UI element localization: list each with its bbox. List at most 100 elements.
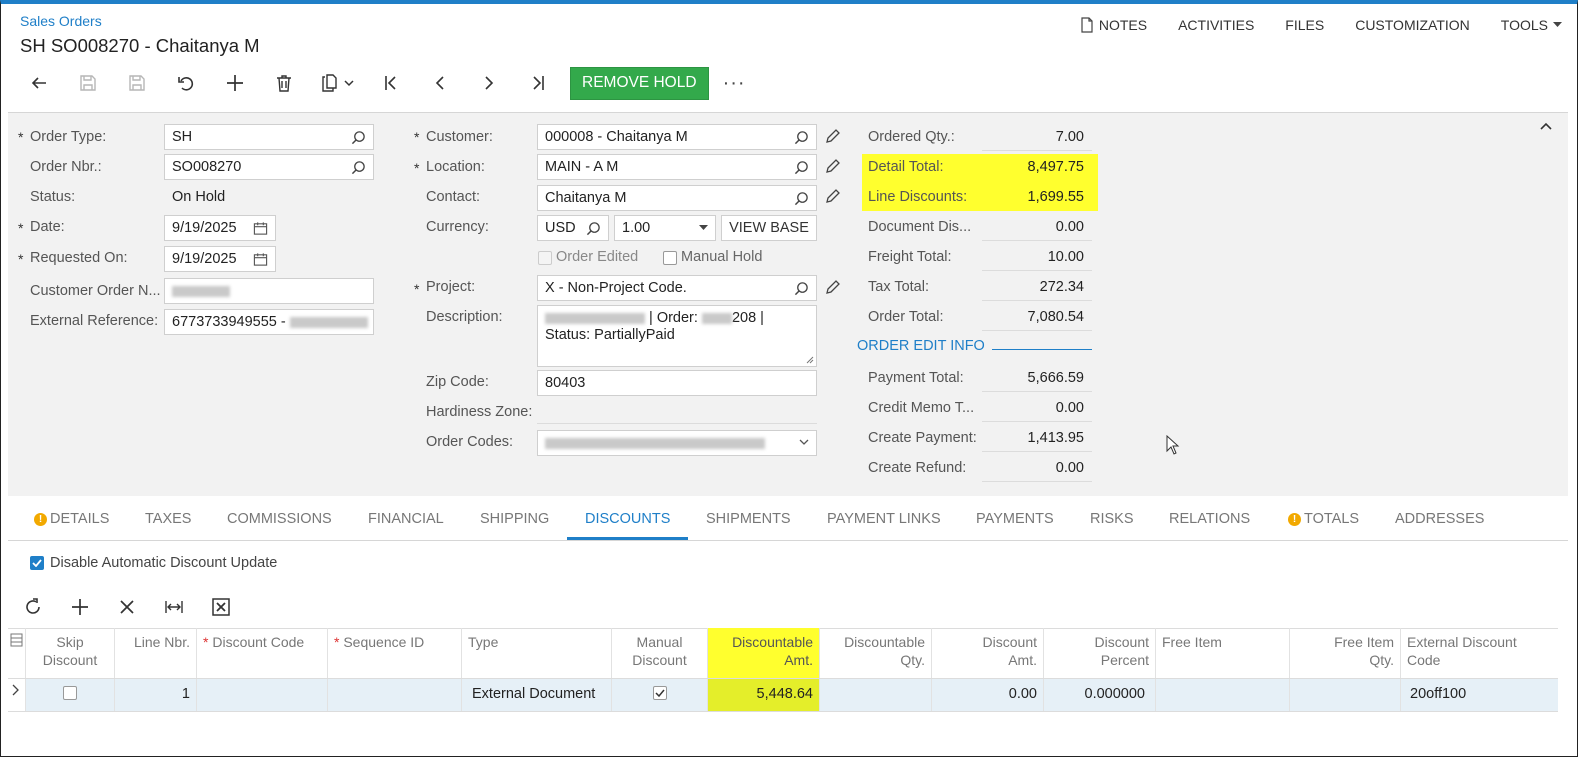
plus-icon[interactable] [69,596,91,618]
row-expand-button[interactable] [8,679,26,711]
col-skip-discount[interactable]: Skip Discount [26,628,115,678]
tab-relations[interactable]: RELATIONS [1169,511,1251,527]
files-link[interactable]: FILES [1285,17,1325,33]
tab-financial[interactable]: FINANCIAL [368,511,444,527]
last-record-button[interactable] [513,67,562,99]
activities-link[interactable]: ACTIVITIES [1178,17,1255,33]
col-external-discount-code[interactable]: External Discount Code [1407,634,1517,668]
fit-columns-icon[interactable] [163,596,185,618]
col-type[interactable]: Type [462,628,612,678]
manual-discount-checkbox[interactable] [652,686,667,700]
order-edit-info-header[interactable]: ORDER EDIT INFO [857,338,985,354]
col-line-nbr[interactable]: Line Nbr. [115,628,197,678]
order-edited-checkbox[interactable] [538,251,552,265]
currency-input[interactable]: USD [537,215,609,241]
order-type-input[interactable]: SH [164,124,374,150]
tab-addresses[interactable]: ADDRESSES [1395,511,1485,527]
copy-paste-menu[interactable] [308,67,366,99]
pencil-icon[interactable] [825,279,841,295]
row-selector-header[interactable] [8,628,26,678]
discount-code-cell[interactable] [197,679,328,711]
save-close-button[interactable] [63,67,112,99]
calendar-icon[interactable] [253,221,268,236]
zip-input[interactable]: 80403 [537,370,817,396]
manual-hold-checkbox[interactable] [663,251,677,265]
search-icon[interactable] [794,160,809,175]
tools-menu[interactable]: TOOLS [1501,17,1562,33]
external-discount-code-cell[interactable]: 20off100 [1401,679,1558,711]
search-icon[interactable] [794,281,809,296]
search-icon[interactable] [351,130,366,145]
tab-details[interactable]: ! DETAILS [34,511,109,527]
sequence-id-cell[interactable] [328,679,462,711]
tab-payments[interactable]: PAYMENTS [976,511,1054,527]
remove-hold-button[interactable]: REMOVE HOLD [570,66,709,100]
search-icon[interactable] [586,221,601,236]
pencil-icon[interactable] [825,128,841,144]
delete-button[interactable] [259,67,308,99]
description-textarea[interactable]: | Order: 208 | Status: PartiallyPaid [537,305,817,367]
free-item-cell[interactable] [1156,679,1290,711]
external-ref-input[interactable]: 6773733949555 - [164,309,374,335]
col-discount-percent[interactable]: Discount Percent [1044,628,1156,678]
tab-shipping[interactable]: SHIPPING [480,511,550,527]
resize-handle-icon[interactable] [806,356,814,364]
pencil-icon[interactable] [825,188,841,204]
undo-button[interactable] [161,67,210,99]
calendar-icon[interactable] [253,252,268,267]
tab-commissions[interactable]: COMMISSIONS [227,511,332,527]
disable-auto-discount-checkbox[interactable] [30,556,44,570]
col-discountable-qty[interactable]: Discountable Qty. [820,628,932,678]
type-cell[interactable]: External Document [462,679,612,711]
tab-discounts[interactable]: DISCOUNTS [585,511,671,527]
line-nbr-cell[interactable]: 1 [115,679,197,711]
search-icon[interactable] [351,160,366,175]
previous-record-button[interactable] [415,67,464,99]
add-button[interactable] [210,67,259,99]
breadcrumb[interactable]: Sales Orders [20,13,102,29]
back-button[interactable] [14,67,63,99]
tab-shipments[interactable]: SHIPMENTS [706,511,791,527]
next-record-button[interactable] [464,67,513,99]
col-discountable-amt[interactable]: Discountable Amt. [708,628,820,678]
col-sequence-id[interactable]: * Sequence ID [328,628,462,678]
close-icon[interactable] [116,596,138,618]
col-free-item[interactable]: Free Item [1156,628,1290,678]
customization-link[interactable]: CUSTOMIZATION [1355,17,1470,33]
rate-select[interactable]: 1.00 [614,215,716,241]
order-codes-select[interactable] [537,430,817,456]
free-item-qty-cell[interactable] [1290,679,1401,711]
search-icon[interactable] [794,191,809,206]
project-input[interactable]: X - Non-Project Code. [537,275,817,301]
location-input[interactable]: MAIN - A M [537,154,817,180]
search-icon[interactable] [794,130,809,145]
col-discount-amt[interactable]: Discount Amt. [932,628,1044,678]
requested-on-input[interactable]: 9/19/2025 [164,246,276,272]
discountable-amt-cell[interactable]: 5,448.64 [708,679,820,711]
col-free-item-qty[interactable]: Free Item Qty. [1290,628,1401,678]
first-record-button[interactable] [366,67,415,99]
excel-export-icon[interactable] [210,596,232,618]
discount-amt-cell[interactable]: 0.00 [932,679,1044,711]
pencil-icon[interactable] [825,158,841,174]
tab-payment-links[interactable]: PAYMENT LINKS [827,511,941,527]
col-discount-code[interactable]: * Discount Code [197,628,328,678]
date-input[interactable]: 9/19/2025 [164,215,276,241]
save-button[interactable] [112,67,161,99]
customer-order-input[interactable] [164,278,374,304]
view-base-button[interactable]: VIEW BASE [721,215,817,241]
contact-input[interactable]: Chaitanya M [537,185,817,211]
refresh-icon[interactable] [22,596,44,618]
tab-taxes[interactable]: TAXES [145,511,192,527]
discountable-qty-cell[interactable] [820,679,932,711]
collapse-icon[interactable] [1539,121,1553,131]
col-manual-discount[interactable]: Manual Discount [612,628,708,678]
more-actions-button[interactable]: ··· [722,71,746,94]
tab-risks[interactable]: RISKS [1090,511,1134,527]
order-nbr-input[interactable]: SO008270 [164,154,374,180]
customer-input[interactable]: 000008 - Chaitanya M [537,124,817,150]
notes-link[interactable]: NOTES [1080,17,1147,33]
discount-percent-cell[interactable]: 0.000000 [1044,679,1156,711]
skip-discount-checkbox[interactable] [63,686,77,700]
tab-totals[interactable]: ! TOTALS [1288,511,1359,527]
